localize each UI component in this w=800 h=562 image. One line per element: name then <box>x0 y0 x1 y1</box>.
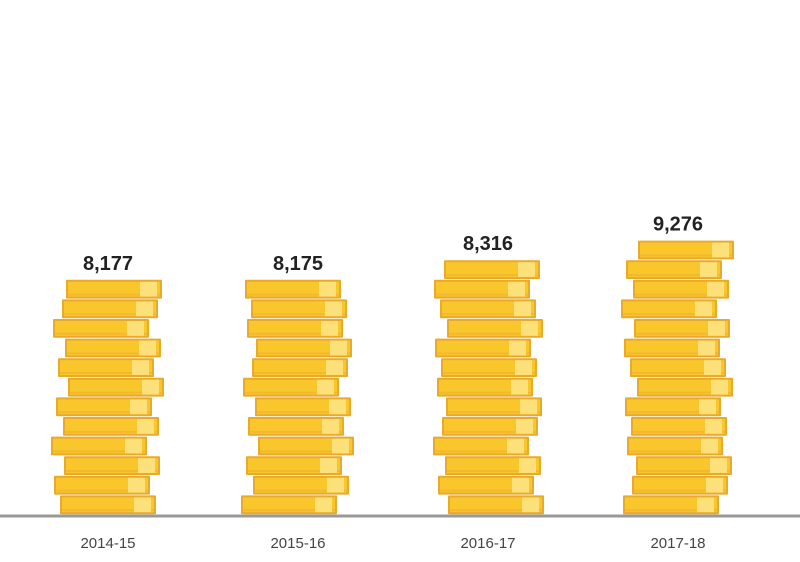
coin <box>63 417 159 436</box>
coin <box>435 338 531 358</box>
coin <box>64 456 160 475</box>
coin <box>446 397 542 417</box>
coin-stack-2017-18 <box>621 240 734 515</box>
coin-stacks <box>51 240 734 515</box>
coin <box>253 475 349 495</box>
coin <box>638 240 734 260</box>
coin <box>243 377 339 397</box>
coin <box>448 495 544 515</box>
coin-stack-2016-17 <box>433 260 544 515</box>
coin <box>246 456 342 475</box>
category-label: 2016-17 <box>460 535 515 552</box>
coin <box>258 436 354 456</box>
coin <box>433 436 529 456</box>
coin <box>440 299 536 319</box>
coin-stack-2014-15 <box>51 279 164 515</box>
coin <box>56 397 152 417</box>
coin <box>241 495 337 515</box>
coin <box>437 377 533 397</box>
coin <box>623 495 719 515</box>
coin <box>625 397 721 417</box>
coin <box>627 436 723 456</box>
coin <box>633 279 729 299</box>
coin <box>66 279 162 299</box>
category-label: 2014-15 <box>80 535 135 552</box>
coin <box>637 377 733 397</box>
coin <box>434 279 530 299</box>
coin <box>624 338 720 358</box>
labels-layer: 8,177 2014-15 8,175 2015-16 8,316 2016-17 9,27… <box>80 214 705 552</box>
coin <box>62 299 158 319</box>
coin <box>60 495 156 515</box>
coin <box>630 358 726 377</box>
value-label: 8,316 <box>463 233 513 255</box>
coin <box>441 358 537 377</box>
category-label: 2017-18 <box>650 535 705 552</box>
coin <box>632 475 728 495</box>
coin <box>256 338 352 358</box>
coin <box>247 319 343 338</box>
coin <box>631 417 727 436</box>
value-label: 8,175 <box>273 253 323 275</box>
coin <box>442 417 538 436</box>
coin <box>255 397 351 417</box>
coin <box>636 456 732 475</box>
coin <box>445 456 541 475</box>
coin <box>252 358 348 377</box>
coin <box>68 377 164 397</box>
coin <box>54 475 150 495</box>
coin <box>634 319 730 338</box>
coin <box>438 475 534 495</box>
coin <box>65 338 161 358</box>
coin <box>626 260 722 279</box>
coin <box>58 358 154 377</box>
value-label: 8,177 <box>83 253 133 275</box>
coin <box>621 299 717 319</box>
coin-stack-2015-16 <box>241 279 354 515</box>
coin <box>51 436 147 456</box>
value-label: 9,276 <box>653 214 703 236</box>
coin <box>251 299 347 319</box>
coin <box>53 319 149 338</box>
coin <box>444 260 540 279</box>
coin <box>245 279 341 299</box>
category-label: 2015-16 <box>270 535 325 552</box>
coin <box>248 417 344 436</box>
coin <box>447 319 543 338</box>
